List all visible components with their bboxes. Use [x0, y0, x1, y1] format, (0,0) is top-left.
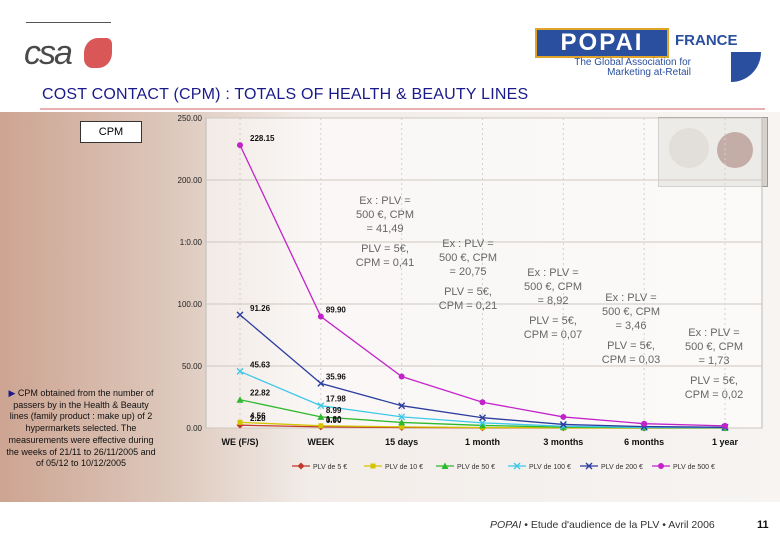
data-point	[479, 421, 486, 429]
data-label: 91.26	[250, 304, 271, 313]
x-tick-label: 15 days	[385, 437, 418, 447]
data-point	[398, 402, 406, 410]
legend-label: PLV de 200 €	[601, 464, 643, 471]
page-title: COST CONTACT (CPM) : TOTALS OF HEALTH & …	[42, 86, 529, 103]
data-point	[236, 367, 244, 375]
x-tick-label: 3 months	[543, 437, 583, 447]
data-label: 4.56	[250, 411, 266, 420]
y-tick-label: 50.00	[182, 362, 203, 371]
legend-label: PLV de 10 €	[385, 464, 423, 471]
title-divider	[40, 108, 765, 110]
y-tick-label: 1:0.00	[180, 238, 203, 247]
data-label: 8.99	[326, 406, 342, 415]
page-number: 11	[757, 519, 769, 531]
data-point	[479, 399, 486, 406]
data-point	[236, 396, 244, 403]
data-point	[398, 418, 406, 426]
footer-text: POPAI • Etude d'audience de la PLV • Avr…	[490, 519, 715, 531]
data-label: 17.98	[326, 395, 347, 404]
data-point	[560, 413, 567, 420]
x-tick-label: 6 months	[624, 437, 664, 447]
y-tick-label: 200.00	[178, 176, 203, 185]
data-point	[441, 462, 449, 469]
data-label: 45.63	[250, 360, 271, 369]
data-point	[641, 420, 648, 427]
x-tick-label: WEEK	[307, 437, 335, 447]
data-point	[479, 414, 486, 422]
csa-logo: csa	[22, 22, 117, 74]
data-point	[559, 420, 567, 428]
data-point	[236, 311, 244, 319]
methodology-note: ▶ CPM obtained from the number of passer…	[6, 388, 156, 469]
data-point	[398, 373, 405, 380]
x-tick-label: 1 month	[465, 437, 500, 447]
legend-label: PLV de 100 €	[529, 464, 571, 471]
data-point	[317, 313, 324, 320]
triangle-bullet-icon: ▶	[8, 388, 16, 398]
x-tick-label: WE (F/S)	[222, 437, 259, 447]
data-point	[317, 402, 325, 410]
data-label: 35.96	[326, 372, 347, 381]
legend-label: PLV de 50 €	[457, 464, 495, 471]
cpm-label: CPM	[80, 121, 142, 143]
y-tick-label: 0.00	[186, 424, 202, 433]
annotation-3months: Ex : PLV = 500 €, CPM = 1,73 PLV = 5€, CPM …	[684, 327, 744, 401]
legend-label: PLV de 500 €	[673, 464, 715, 471]
annotation-week: Ex : PLV = 500 €, CPM = 20,75 PLV = 5€, CPM…	[438, 238, 498, 312]
popai-tagline: The Global Association for Marketing at-…	[574, 57, 691, 78]
data-point	[297, 462, 305, 470]
x-tick-label: 1 year	[712, 437, 739, 447]
data-label: 228.15	[250, 134, 275, 143]
data-point	[513, 462, 521, 470]
annotation-we: Ex : PLV = 500 €, CPM = 41,49 PLV = 5€, CPM…	[355, 195, 415, 269]
data-point	[585, 462, 593, 470]
data-point	[722, 422, 728, 429]
data-point	[370, 463, 376, 469]
data-point	[317, 379, 325, 387]
data-point	[318, 423, 324, 429]
data-label: 89.90	[326, 306, 347, 315]
data-point	[479, 419, 486, 427]
data-label: 2.28	[250, 414, 266, 423]
popai-logo: POPAI FRANCE The Global Association for …	[535, 24, 763, 82]
plot-area	[205, 117, 763, 429]
y-tick-label: 250.00	[178, 114, 203, 123]
annotation-15days: Ex : PLV = 500 €, CPM = 8,92 PLV = 5€, CPM …	[523, 267, 583, 341]
annotation-1month: Ex : PLV = 500 €, CPM = 3,46 PLV = 5€, CPM …	[601, 292, 661, 366]
popai-country: FRANCE	[675, 32, 738, 49]
data-point	[237, 419, 243, 425]
data-point	[398, 413, 406, 421]
data-label: 0.90	[326, 416, 342, 425]
data-label: 22.82	[250, 389, 271, 398]
popai-wordmark: POPAI	[535, 28, 669, 58]
legend-label: PLV de 5 €	[313, 464, 347, 471]
y-tick-label: 100.00	[178, 300, 203, 309]
data-label: 1.80	[326, 415, 342, 424]
data-point	[317, 413, 325, 420]
data-point	[658, 463, 664, 469]
data-point	[399, 424, 405, 430]
data-point	[237, 142, 243, 149]
